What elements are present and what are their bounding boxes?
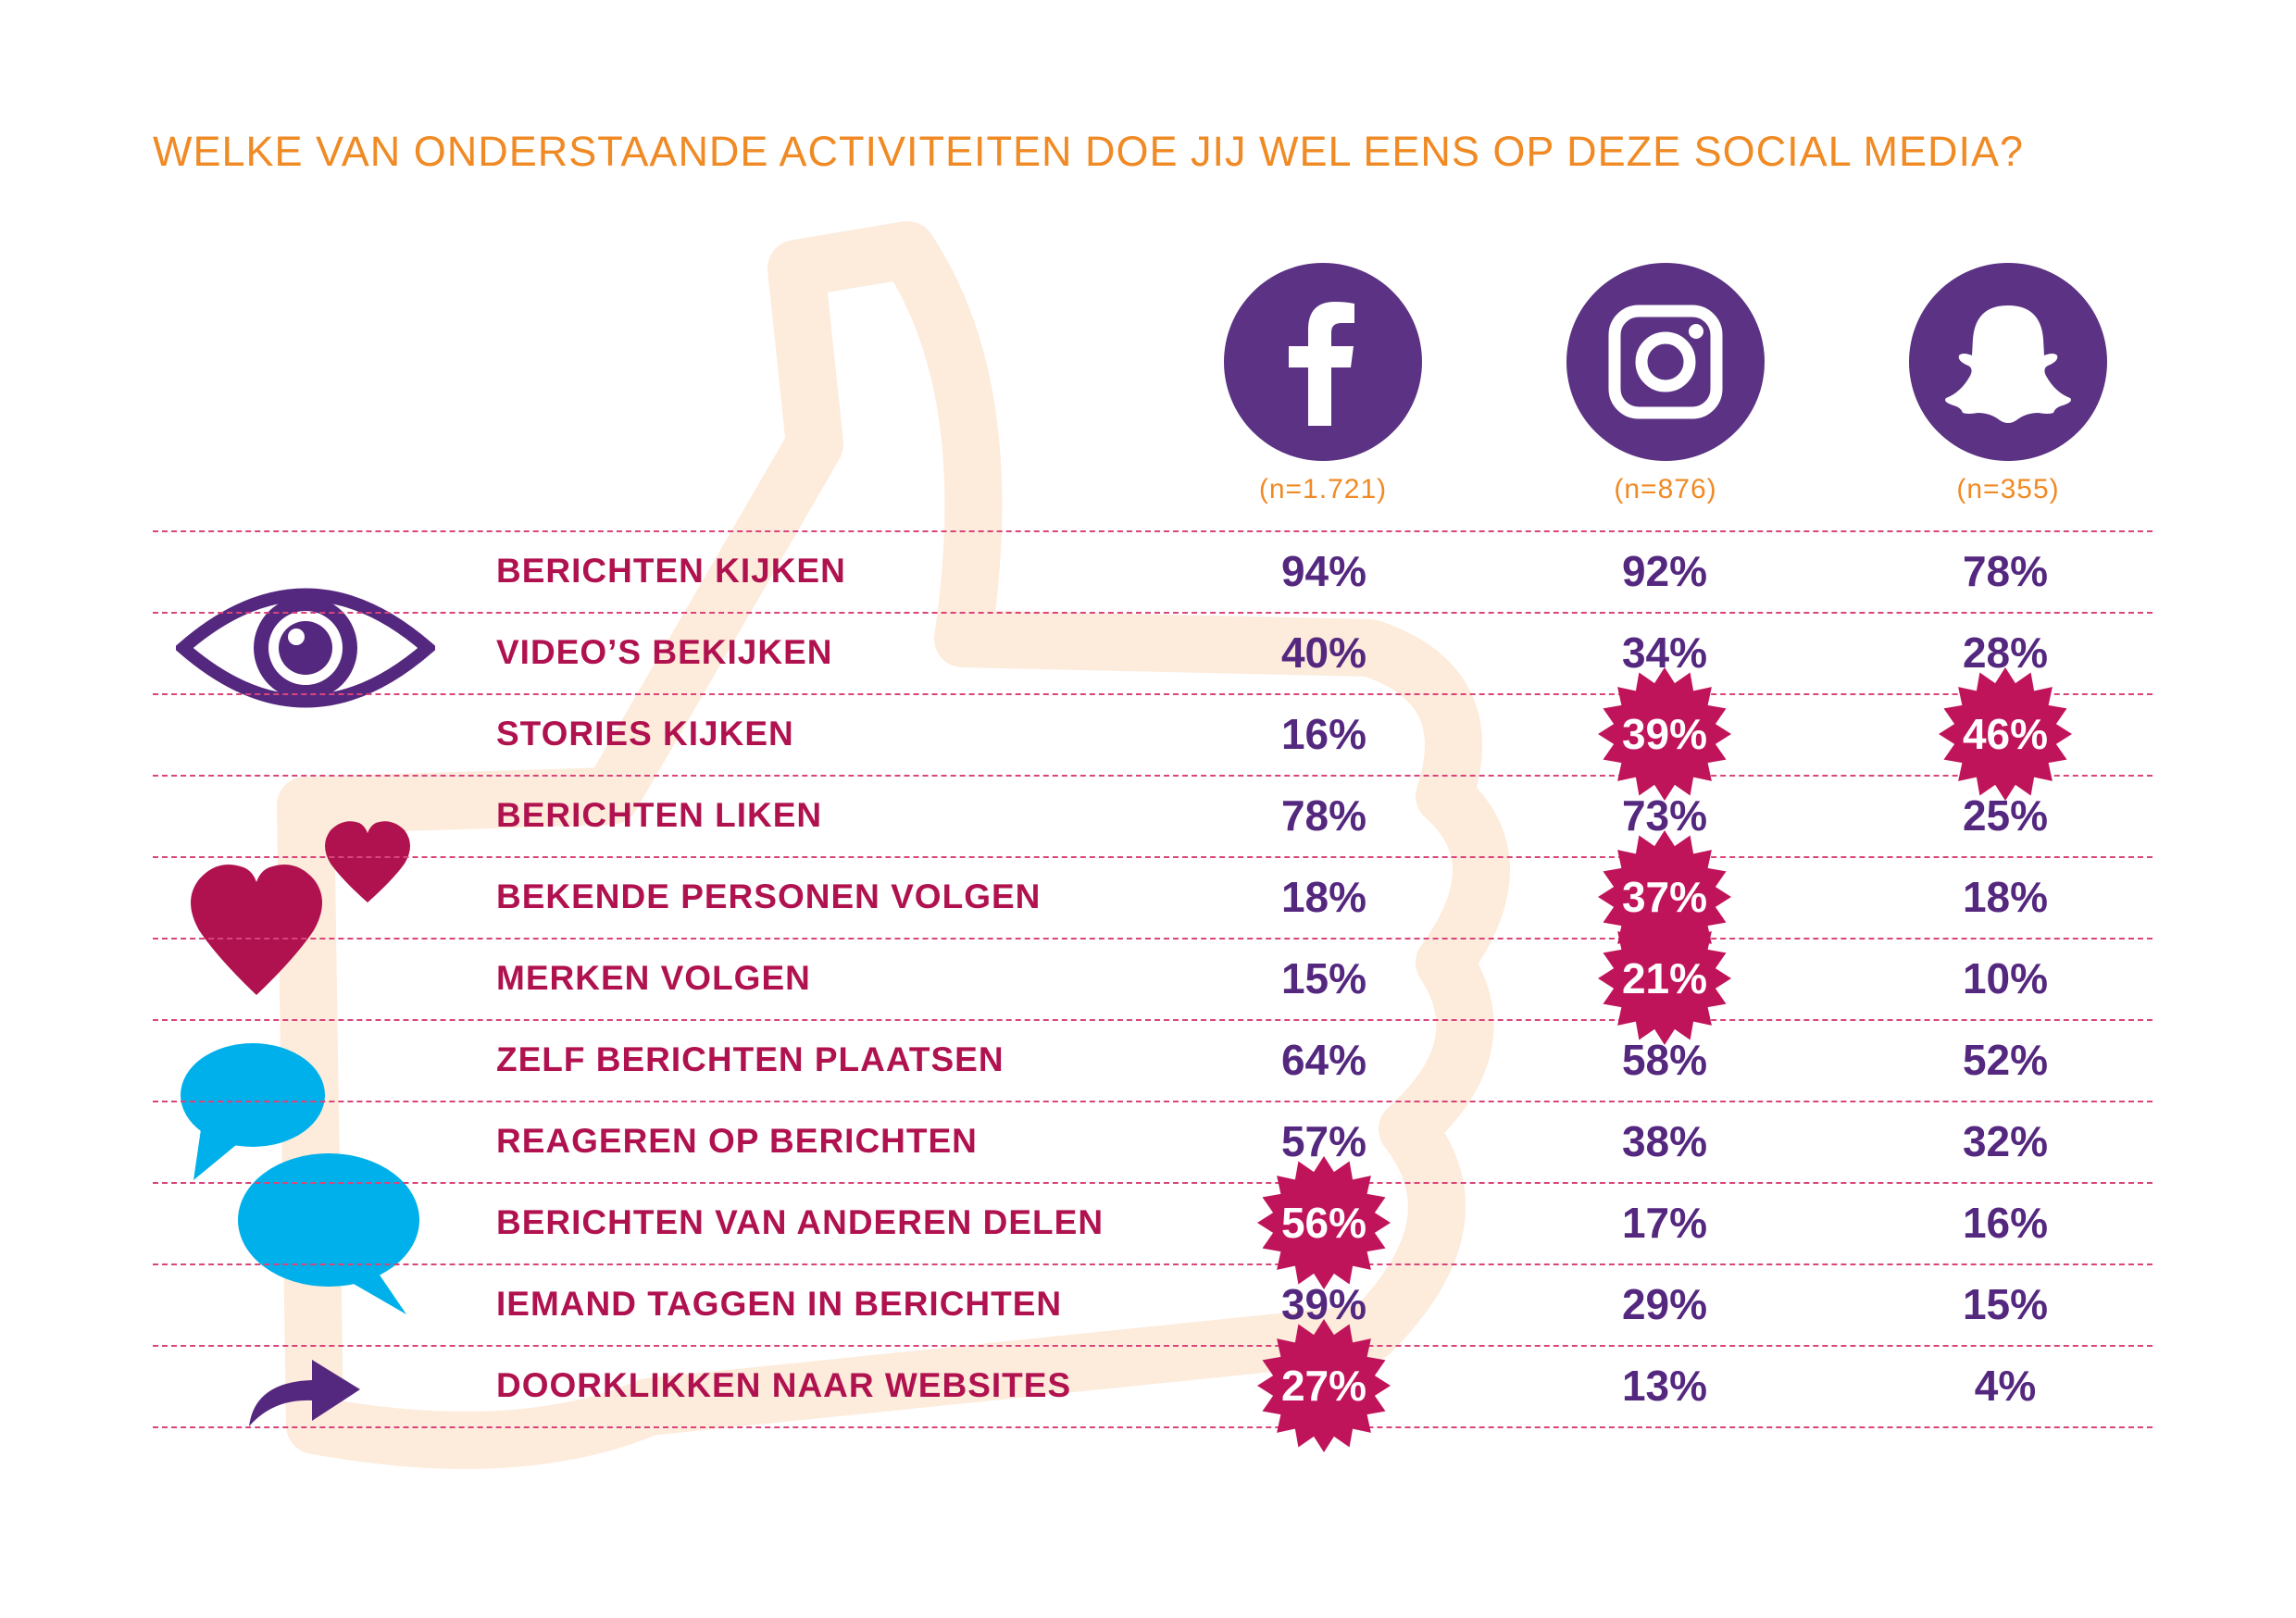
value-text: 52% [1962,1036,2049,1084]
row-label: DOORKLIKKEN NAAR WEBSITES [496,1366,1072,1404]
row-divider [153,938,2152,940]
value-text: 94% [1280,547,1367,595]
row-label: ZELF BERICHTEN PLAATSEN [496,1040,1004,1078]
row-label: BEKENDE PERSONEN VOLGEN [496,877,1042,915]
value-cell: 56% [1222,1156,1426,1289]
value-text: 39% [1621,710,1708,758]
instagram-sample-size: (n=876) [1614,474,1717,504]
value-cell: 13% [1563,1345,1766,1426]
row-label: VIDEO’S BEKIJKEN [496,633,833,671]
value-cell: 18% [1903,856,2107,938]
row-label: BERICHTEN KIJKEN [496,552,846,590]
value-text: 40% [1280,629,1367,677]
row-divider [153,530,2152,532]
row-divider [153,1019,2152,1021]
value-text: 56% [1280,1199,1367,1247]
value-cell: 64% [1222,1019,1426,1101]
value-text: 64% [1280,1036,1367,1084]
chart-title: WELKE VAN ONDERSTAANDE ACTIVITEITEN DOE … [153,128,2025,175]
value-cell: 17% [1563,1182,1766,1263]
value-cell: 78% [1903,530,2107,612]
snapchat-sample-size: (n=355) [1956,474,2060,504]
value-text: 18% [1962,873,2049,921]
row-divider [153,612,2152,614]
row-divider [153,856,2152,858]
value-text: 18% [1280,873,1367,921]
value-text: 17% [1621,1199,1708,1247]
instagram-icon [1566,263,1765,461]
arrow-icon [249,1360,360,1426]
highlight-burst [1939,667,2072,801]
value-text: 92% [1621,547,1708,595]
value-cell: 15% [1903,1263,2107,1345]
row-divider [153,1426,2152,1428]
value-cell: 29% [1563,1263,1766,1345]
row-label: IEMAND TAGGEN IN BERICHTEN [496,1285,1063,1323]
row-label: BERICHTEN VAN ANDEREN DELEN [496,1203,1104,1241]
highlight-burst [1257,1319,1391,1452]
value-cell: 10% [1903,938,2107,1019]
row-divider [153,1101,2152,1102]
value-cell: 38% [1563,1101,1766,1182]
value-cell: 16% [1222,693,1426,775]
facebook-icon [1224,263,1422,461]
value-text: 32% [1962,1117,2049,1165]
row-label: BERICHTEN LIKEN [496,796,823,834]
value-cell: 52% [1903,1019,2107,1101]
value-text: 16% [1280,710,1367,758]
value-cell: 46% [1903,667,2107,801]
value-text: 21% [1621,954,1708,1002]
eye-icon [176,588,435,708]
value-cell: 25% [1903,775,2107,856]
value-text: 38% [1621,1117,1708,1165]
value-cell: 15% [1222,938,1426,1019]
value-cell: 18% [1222,856,1426,938]
value-cell: 78% [1222,775,1426,856]
highlight-burst [1598,912,1731,1045]
value-text: 16% [1962,1199,2049,1247]
value-text: 58% [1621,1036,1708,1084]
value-cell: 40% [1222,612,1426,693]
value-cell: 92% [1563,530,1766,612]
row-divider [153,1263,2152,1265]
value-cell: 32% [1903,1101,2107,1182]
value-text: 78% [1962,547,2049,595]
value-cell: 4% [1903,1345,2107,1426]
hearts-icon [191,821,410,995]
row-divider [153,775,2152,777]
value-text: 15% [1280,954,1367,1002]
value-cell: 16% [1903,1182,2107,1263]
highlight-burst [1598,667,1731,801]
row-divider [153,693,2152,695]
value-cell: 58% [1563,1019,1766,1101]
row-divider [153,1182,2152,1184]
value-text: 29% [1621,1280,1708,1328]
value-text: 13% [1621,1362,1708,1410]
value-text: 15% [1962,1280,2049,1328]
value-cell: 21% [1563,912,1766,1045]
value-cell: 39% [1563,667,1766,801]
speech-bubbles-icon [181,1043,419,1314]
snapchat-icon [1909,263,2107,461]
value-text: 10% [1962,954,2049,1002]
row-label: REAGEREN OP BERICHTEN [496,1122,978,1160]
value-text: 4% [1974,1362,2037,1410]
value-cell: 94% [1222,530,1426,612]
highlight-burst [1257,1156,1391,1289]
value-text: 27% [1280,1362,1367,1410]
row-label: STORIES KIJKEN [496,715,794,753]
facebook-sample-size: (n=1.721) [1258,474,1388,504]
highlight-burst [1598,830,1731,964]
value-text: 46% [1962,710,2049,758]
value-text: 78% [1280,791,1367,840]
row-divider [153,1345,2152,1347]
value-cell: 27% [1222,1319,1426,1452]
value-text: 25% [1962,791,2049,840]
row-label: MERKEN VOLGEN [496,959,811,997]
